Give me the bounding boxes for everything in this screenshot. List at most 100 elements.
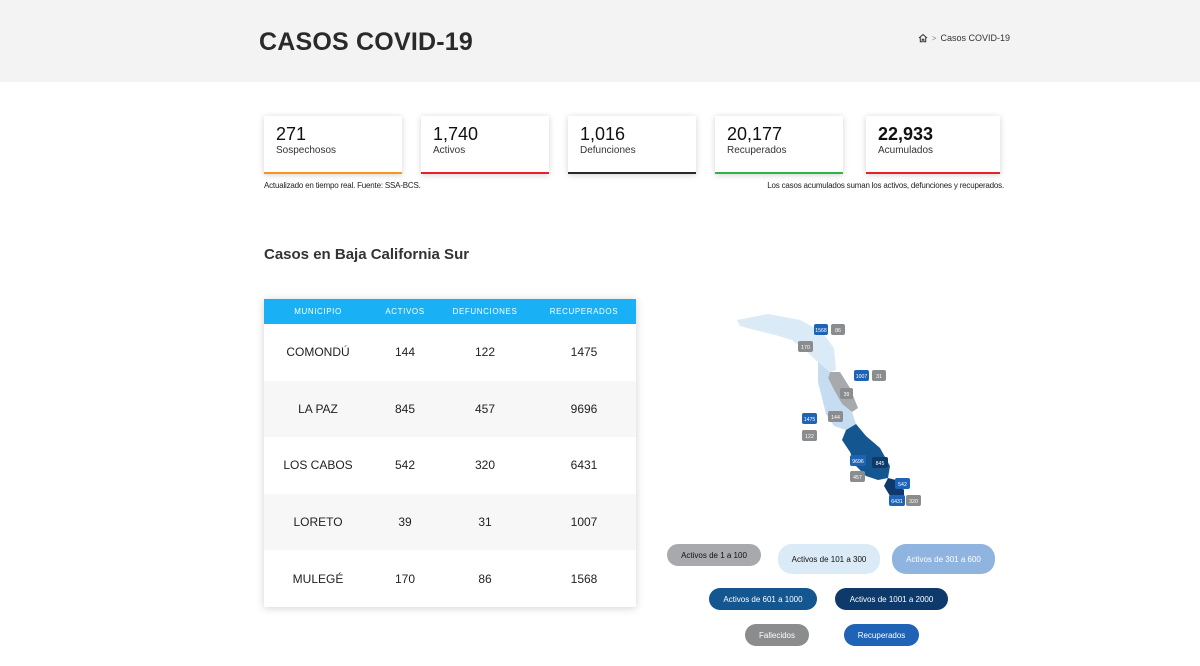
column-header-defunciones: DEFUNCIONES [452, 307, 518, 316]
cell-recuperados: 6431 [570, 458, 598, 473]
map-badge-text: 1475 [804, 417, 816, 423]
legend-fallecidos: Fallecidos [745, 624, 809, 646]
map-badge-text: 9696 [852, 459, 864, 465]
legend-activos-101-300: Activos de 101 a 300 [778, 544, 880, 574]
legend-recuperados: Recuperados [844, 624, 919, 646]
cell-activos: 542 [394, 458, 416, 473]
map-badge-text: 170 [801, 345, 810, 351]
cell-recuperados: 1007 [570, 515, 598, 530]
cell-activos: 845 [394, 401, 416, 416]
cell-defunciones: 31 [478, 515, 492, 530]
breadcrumb: > Casos COVID-19 [918, 33, 1010, 43]
map-badge-mulege-rec: 1568 [814, 324, 828, 335]
table-row: MULEGÉ 170 86 1568 [264, 550, 636, 607]
map-region-mulege[interactable] [737, 314, 836, 372]
map-badge-lapaz-def: 457 [850, 471, 865, 482]
cell-recuperados: 1475 [570, 345, 598, 360]
map-badges: 1568 86 170 1007 31 39 1475 144 122 9696 845 457 542… [798, 324, 921, 506]
map-badge-lapaz-rec: 9696 [850, 455, 866, 466]
stat-value: 1,740 [433, 124, 479, 144]
map-badge-comondu-rec: 1475 [802, 413, 817, 424]
table-header-row: MUNICIPIO ACTIVOS DEFUNCIONES RECUPERADO… [264, 299, 636, 324]
map-badge-text: 39 [844, 392, 850, 398]
map-badge-mulege-act: 170 [798, 341, 813, 352]
stat-card-defunciones: 1,016 Defunciones [568, 116, 696, 174]
table-row: COMONDÚ 144 122 1475 [264, 324, 636, 381]
map-badge-mulege-def: 86 [831, 324, 845, 335]
cell-recuperados: 1568 [570, 571, 598, 586]
column-header-activos: ACTIVOS [385, 307, 425, 316]
cell-municipio: LA PAZ [298, 401, 338, 416]
cell-municipio: COMONDÚ [286, 345, 350, 360]
map-badge-loreto-def: 31 [872, 370, 886, 381]
breadcrumb-separator: > [931, 33, 937, 43]
map-badge-text: 542 [898, 482, 907, 488]
map-badge-lapaz-act: 845 [872, 457, 888, 468]
stat-label: Defunciones [580, 145, 636, 156]
map-badge-text: 1007 [856, 374, 868, 380]
map-badge-text: 320 [909, 499, 918, 505]
legend-activos-1-100: Activos de 1 a 100 [667, 544, 761, 566]
cases-table: MUNICIPIO ACTIVOS DEFUNCIONES RECUPERADO… [264, 299, 636, 607]
legend-activos-301-600: Activos de 301 a 600 [892, 544, 995, 574]
map-badge-text: 6431 [891, 499, 903, 505]
accumulated-note: Los casos acumulados suman los activos, … [767, 181, 1004, 190]
cell-activos: 144 [394, 345, 416, 360]
map-badge-text: 457 [853, 475, 862, 481]
stat-card-sospechosos: 271 Sospechosos [264, 116, 402, 174]
cell-activos: 170 [394, 571, 416, 586]
bcs-map: 1568 86 170 1007 31 39 1475 144 122 9696 845 457 542… [737, 314, 921, 506]
stat-label: Sospechosos [276, 145, 337, 156]
map-badge-loreto-rec: 1007 [854, 370, 869, 381]
legend-activos-601-1000: Activos de 601 a 1000 [709, 588, 817, 610]
map-badge-comondu-def: 122 [802, 430, 817, 441]
map-badge-text: 144 [831, 415, 840, 421]
map-badge-text: 86 [835, 328, 841, 334]
legend-activos-1001-2000: Activos de 1001 a 2000 [835, 588, 948, 610]
stat-bar [264, 172, 402, 174]
column-header-municipio: MUNICIPIO [294, 307, 342, 316]
stat-label: Recuperados [727, 145, 787, 156]
cell-municipio: MULEGÉ [292, 571, 344, 586]
map-badge-loreto-act: 39 [840, 388, 853, 399]
cell-municipio: LORETO [293, 515, 343, 530]
cell-recuperados: 9696 [570, 401, 598, 416]
map-badge-loscabos-act: 542 [895, 478, 910, 489]
cell-activos: 39 [398, 515, 412, 530]
map-badge-comondu-act: 144 [828, 411, 843, 422]
map-region-la-paz[interactable] [842, 424, 890, 480]
map-badge-text: 845 [876, 461, 885, 467]
update-note: Actualizado en tiempo real. Fuente: SSA-… [264, 181, 421, 190]
page-header: CASOS COVID-19 > Casos COVID-19 [0, 0, 1200, 82]
home-icon[interactable] [918, 33, 928, 43]
breadcrumb-current[interactable]: Casos COVID-19 [940, 33, 1010, 43]
stat-card-activos: 1,740 Activos [421, 116, 549, 174]
table-row: LA PAZ 845 457 9696 [264, 380, 636, 438]
stat-value: 271 [276, 124, 307, 144]
stat-label: Acumulados [878, 145, 934, 156]
stat-bar [715, 172, 843, 174]
map-badge-text: 1568 [815, 328, 827, 334]
cell-defunciones: 86 [478, 571, 492, 586]
section-title: Casos en Baja California Sur [264, 246, 470, 263]
stat-label: Activos [433, 145, 466, 156]
map-badge-loscabos-rec: 6431 [889, 495, 905, 506]
map-badge-loscabos-def: 320 [906, 495, 921, 506]
map-region-comondu[interactable] [818, 362, 856, 430]
stat-bar [421, 172, 549, 174]
cell-municipio: LOS CABOS [283, 458, 353, 473]
map-badge-text: 31 [876, 374, 882, 380]
cell-defunciones: 122 [474, 345, 496, 360]
stat-value: 20,177 [727, 124, 783, 144]
stat-bar [866, 172, 1000, 174]
page-title: CASOS COVID-19 [259, 28, 473, 56]
stat-value: 1,016 [580, 124, 626, 144]
cell-defunciones: 320 [474, 458, 496, 473]
stats-row: 271 Sospechosos 1,740 Activos 1,016 Defu… [264, 116, 1004, 176]
map-badge-text: 122 [805, 434, 814, 440]
column-header-recuperados: RECUPERADOS [549, 307, 619, 316]
stat-bar [568, 172, 696, 174]
stat-value: 22,933 [878, 124, 934, 144]
cell-defunciones: 457 [474, 401, 496, 416]
table-row: LORETO 39 31 1007 [264, 493, 636, 551]
